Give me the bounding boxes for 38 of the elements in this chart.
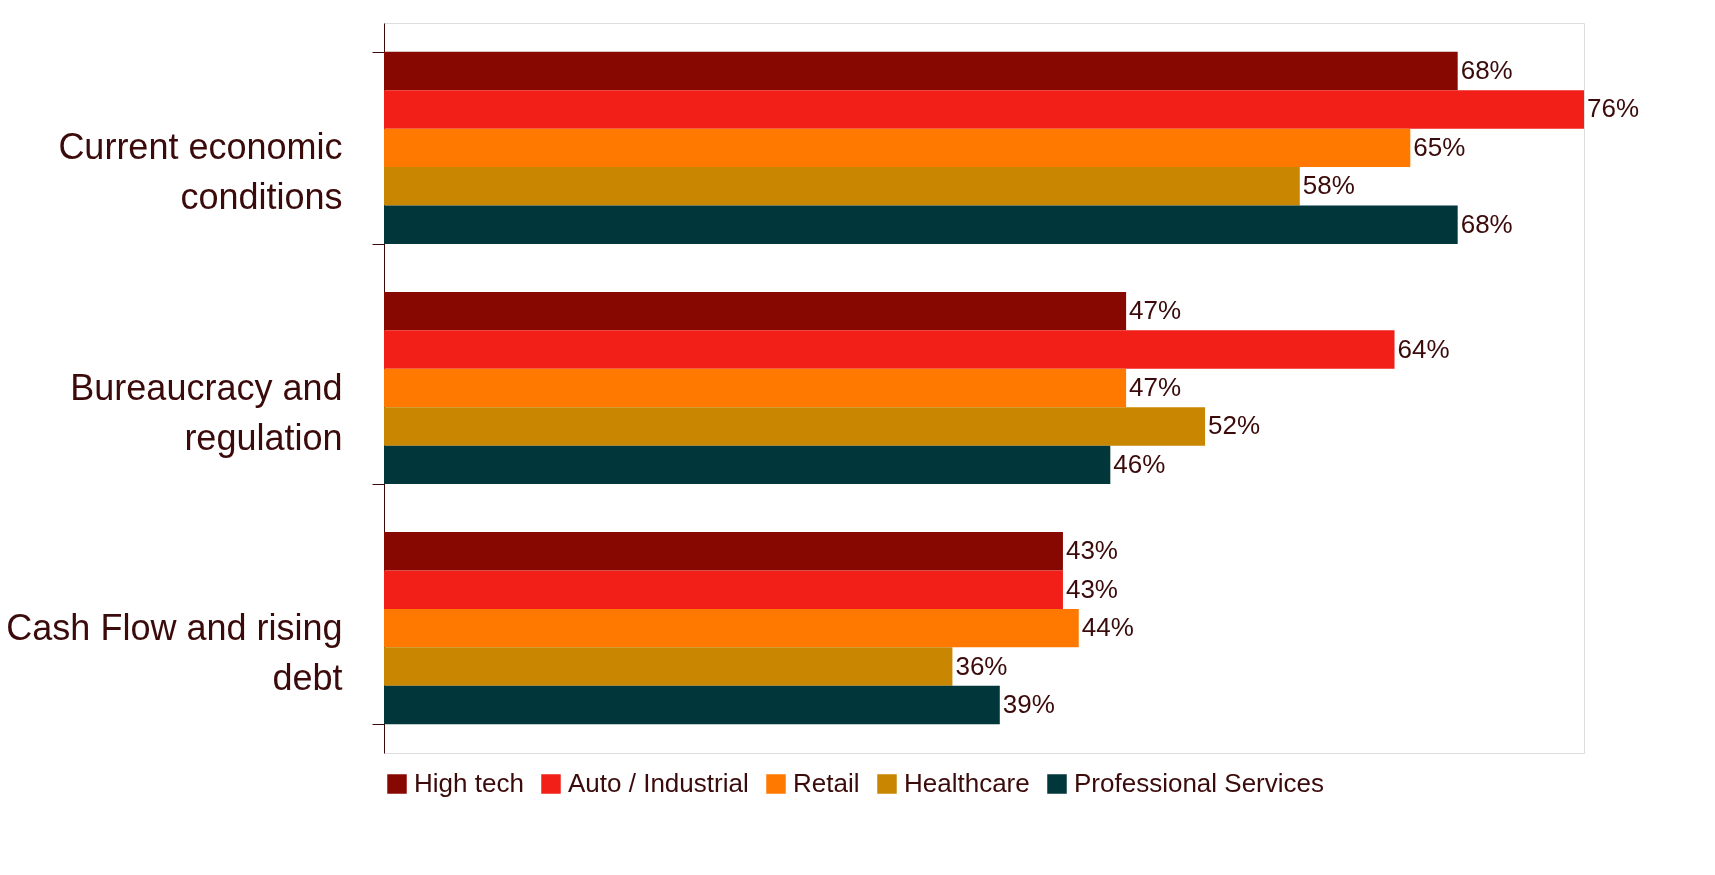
bar [384,647,953,686]
data-label: 39% [1002,688,1055,719]
data-label: 43% [1065,573,1118,604]
legend-label: High tech [414,768,524,798]
data-label: 64% [1397,333,1450,364]
data-label: 36% [955,650,1008,681]
bar [384,90,1584,129]
data-label: 47% [1129,295,1182,326]
data-label: 58% [1302,170,1355,201]
bar [384,205,1458,244]
data-label: 76% [1587,93,1640,124]
bar [384,51,1458,91]
legend-label: Auto / Industrial [568,768,749,798]
y-tick-label: Cash Flow and rising debt [6,606,343,698]
data-label: 43% [1065,535,1118,566]
legend-label: Healthcare [904,768,1030,798]
legend-label: Professional Services [1074,768,1324,798]
bar [384,608,1079,648]
bar [384,291,1127,331]
data-label: 47% [1129,372,1182,402]
legend-label: Retail [793,768,860,798]
bar [384,330,1395,369]
bar [384,128,1411,168]
bar [384,445,1111,485]
data-label: 68% [1460,55,1513,86]
data-label: 65% [1413,131,1466,162]
data-label: 68% [1460,208,1513,239]
bar [384,368,1127,408]
y-tick-label: Current economic conditions [58,126,343,218]
bar [384,407,1206,446]
data-label: 44% [1081,612,1134,643]
data-label: 46% [1113,448,1166,479]
bar [384,570,1063,609]
data-label: 52% [1208,410,1261,441]
bar [384,532,1063,571]
bar [384,685,1000,725]
y-tick-label: Bureaucracy and regulation [70,366,343,458]
bar [384,167,1300,206]
